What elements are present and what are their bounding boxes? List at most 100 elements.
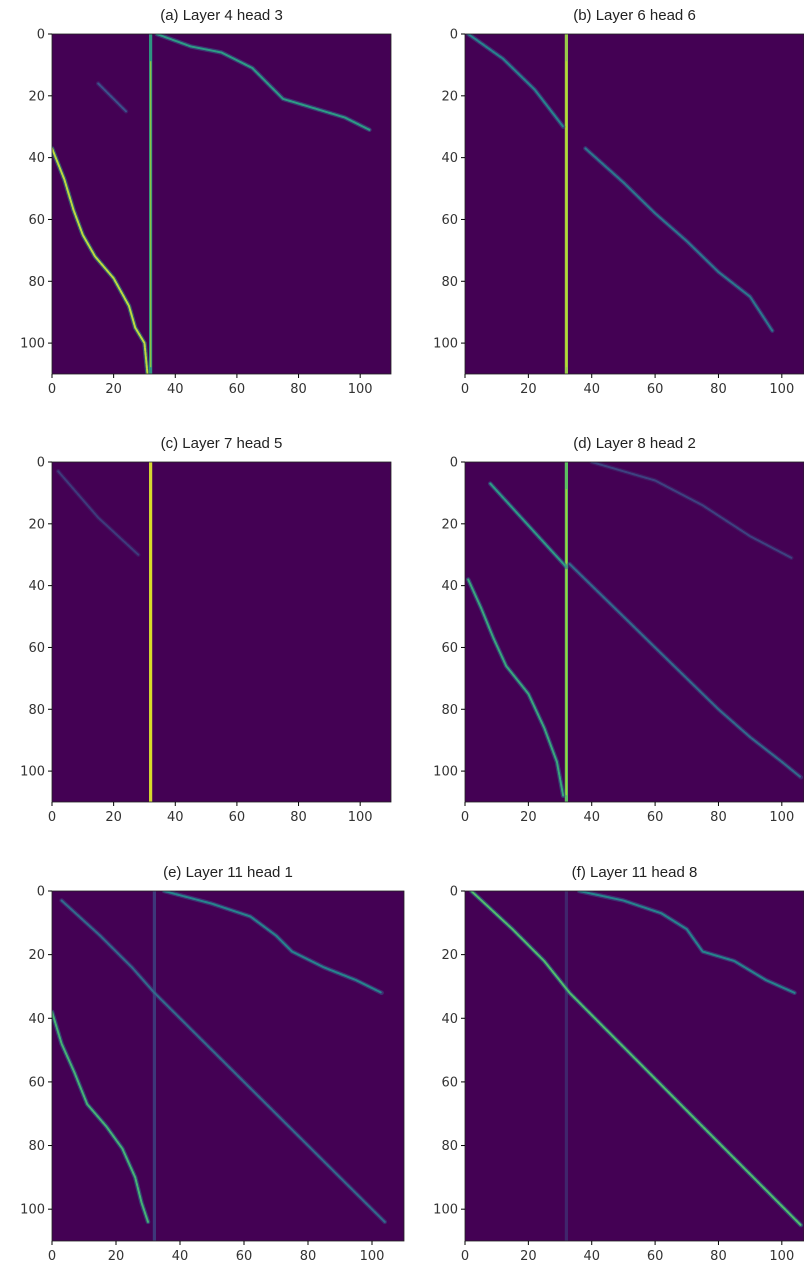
x-tick-label: 20 (520, 810, 537, 825)
panel-title: (f) Layer 11 head 8 (572, 864, 698, 881)
x-tick-label: 40 (167, 382, 184, 397)
y-tick-label: 0 (37, 456, 45, 471)
heatmap-panel-3: (c) Layer 7 head 5 0 20 40 60 80 100 0 20 40 60 80 1… (20, 435, 392, 825)
panel-title: (c) Layer 7 head 5 (161, 435, 283, 452)
y-tick-label: 20 (28, 517, 45, 532)
heatmap-cells (52, 34, 372, 374)
heatmap-panel-5: (e) Layer 11 head 1 0 20 40 60 80 100 0 20 40 60 80… (20, 864, 405, 1264)
y-tick-label: 100 (20, 765, 45, 780)
attention-trace (52, 147, 149, 374)
panel-title: (b) Layer 6 head 6 (573, 7, 696, 24)
x-tick-label: 0 (48, 382, 56, 397)
x-tick-label: 100 (769, 382, 794, 397)
plot-frame (464, 890, 804, 1242)
y-tick-label: 20 (28, 89, 45, 104)
heatmap-cells (465, 462, 804, 802)
x-tick-label: 20 (108, 1249, 125, 1264)
y-tick-label: 80 (441, 703, 458, 718)
y-tick-label: 80 (441, 275, 458, 290)
x-tick-label: 20 (520, 1249, 537, 1264)
x-tick-label: 60 (647, 810, 664, 825)
x-tick-label: 40 (172, 1249, 189, 1264)
x-tick-label: 80 (710, 810, 727, 825)
heatmap-panel-1: (a) Layer 4 head 3 0 20 40 60 80 100 0 20 40 60 80 1… (20, 7, 392, 397)
y-tick-label: 20 (28, 948, 45, 963)
attention-trace (163, 891, 383, 994)
x-tick-label: 100 (769, 1249, 794, 1264)
x-tick-label: 60 (229, 810, 246, 825)
x-tick-label: 0 (461, 1249, 469, 1264)
x-tick-label: 40 (583, 1249, 600, 1264)
y-tick-label: 80 (28, 703, 45, 718)
x-tick-label: 60 (236, 1249, 253, 1264)
x-tick-label: 40 (583, 382, 600, 397)
y-tick-label: 60 (28, 213, 45, 228)
heatmap-cells (55, 462, 153, 802)
attention-trace (590, 462, 793, 559)
x-tick-label: 100 (348, 810, 373, 825)
x-tick-label: 20 (105, 810, 122, 825)
x-tick-label: 100 (360, 1249, 385, 1264)
heatmap-panel-6: (f) Layer 11 head 8 0 20 40 60 80 100 0 20 40 60 80… (433, 864, 804, 1264)
y-tick-label: 60 (441, 641, 458, 656)
heatmap-background (52, 462, 391, 802)
x-tick-label: 20 (105, 382, 122, 397)
y-tick-label: 20 (441, 89, 458, 104)
y-tick-label: 80 (28, 1139, 45, 1154)
y-tick-label: 0 (37, 28, 45, 43)
vertical-attention-column (564, 891, 568, 1241)
x-tick-label: 80 (710, 1249, 727, 1264)
heatmap-cells (465, 34, 775, 374)
attention-trace (578, 891, 796, 994)
x-tick-label: 100 (348, 382, 373, 397)
y-tick-label: 40 (441, 579, 458, 594)
y-tick-label: 0 (37, 885, 45, 900)
vertical-attention-peak (565, 61, 568, 368)
y-tick-label: 20 (441, 517, 458, 532)
x-tick-label: 60 (647, 1249, 664, 1264)
x-tick-label: 0 (461, 810, 469, 825)
x-tick-label: 60 (647, 382, 664, 397)
y-tick-label: 80 (28, 275, 45, 290)
heatmap-cells (469, 891, 804, 1241)
y-tick-label: 0 (450, 28, 458, 43)
panel-title: (d) Layer 8 head 2 (573, 435, 696, 452)
x-tick-label: 0 (461, 382, 469, 397)
attention-trace (57, 470, 140, 556)
plot-frame (51, 33, 392, 375)
vertical-attention-peak (149, 489, 152, 796)
attention-trace (97, 82, 127, 113)
x-tick-label: 40 (583, 810, 600, 825)
plot-frame (51, 890, 405, 1242)
x-tick-label: 80 (300, 1249, 317, 1264)
y-tick-label: 100 (433, 337, 458, 352)
y-tick-label: 40 (28, 1012, 45, 1027)
attention-trace (584, 147, 774, 332)
x-tick-label: 80 (290, 382, 307, 397)
y-tick-label: 0 (450, 885, 458, 900)
vertical-attention-peak (149, 61, 152, 368)
x-tick-label: 0 (48, 810, 56, 825)
y-tick-label: 100 (433, 1203, 458, 1218)
vertical-attention-column (152, 891, 156, 1241)
y-tick-label: 40 (28, 151, 45, 166)
panel-title: (e) Layer 11 head 1 (163, 864, 293, 881)
y-tick-label: 40 (441, 1012, 458, 1027)
y-tick-label: 100 (20, 1203, 45, 1218)
attention-trace (467, 578, 565, 797)
x-tick-label: 20 (520, 382, 537, 397)
panel-title: (a) Layer 4 head 3 (160, 7, 283, 24)
x-tick-label: 0 (48, 1249, 56, 1264)
y-tick-label: 80 (441, 1139, 458, 1154)
attention-trace (467, 34, 565, 128)
x-tick-label: 60 (229, 382, 246, 397)
y-tick-label: 100 (433, 765, 458, 780)
attention-trace (60, 899, 386, 1223)
attention-trace (52, 1010, 149, 1223)
attention-trace (568, 563, 802, 779)
plot-frame (464, 461, 804, 803)
x-tick-label: 80 (710, 382, 727, 397)
y-tick-label: 40 (441, 151, 458, 166)
y-tick-label: 20 (441, 948, 458, 963)
